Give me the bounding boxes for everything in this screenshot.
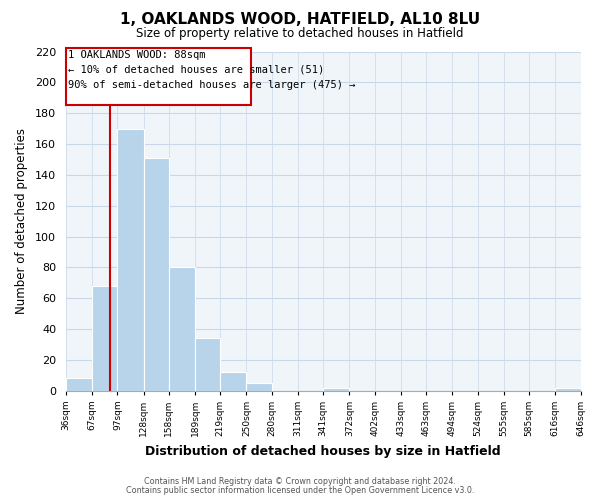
Bar [555, 388, 581, 391]
Text: Size of property relative to detached houses in Hatfield: Size of property relative to detached ho… [136, 28, 464, 40]
Bar [169, 268, 195, 391]
Bar [220, 372, 247, 391]
Bar [118, 128, 143, 391]
Bar [247, 383, 272, 391]
X-axis label: Distribution of detached houses by size in Hatfield: Distribution of detached houses by size … [145, 444, 501, 458]
Text: Contains public sector information licensed under the Open Government Licence v3: Contains public sector information licen… [126, 486, 474, 495]
Text: 1 OAKLANDS WOOD: 88sqm
← 10% of detached houses are smaller (51)
90% of semi-det: 1 OAKLANDS WOOD: 88sqm ← 10% of detached… [68, 50, 356, 90]
Bar [195, 338, 220, 391]
Bar [66, 378, 92, 391]
Y-axis label: Number of detached properties: Number of detached properties [15, 128, 28, 314]
Bar [323, 388, 349, 391]
Bar [92, 286, 118, 391]
Text: 1, OAKLANDS WOOD, HATFIELD, AL10 8LU: 1, OAKLANDS WOOD, HATFIELD, AL10 8LU [120, 12, 480, 28]
Bar [66, 48, 251, 106]
Bar [143, 158, 169, 391]
Text: Contains HM Land Registry data © Crown copyright and database right 2024.: Contains HM Land Registry data © Crown c… [144, 477, 456, 486]
